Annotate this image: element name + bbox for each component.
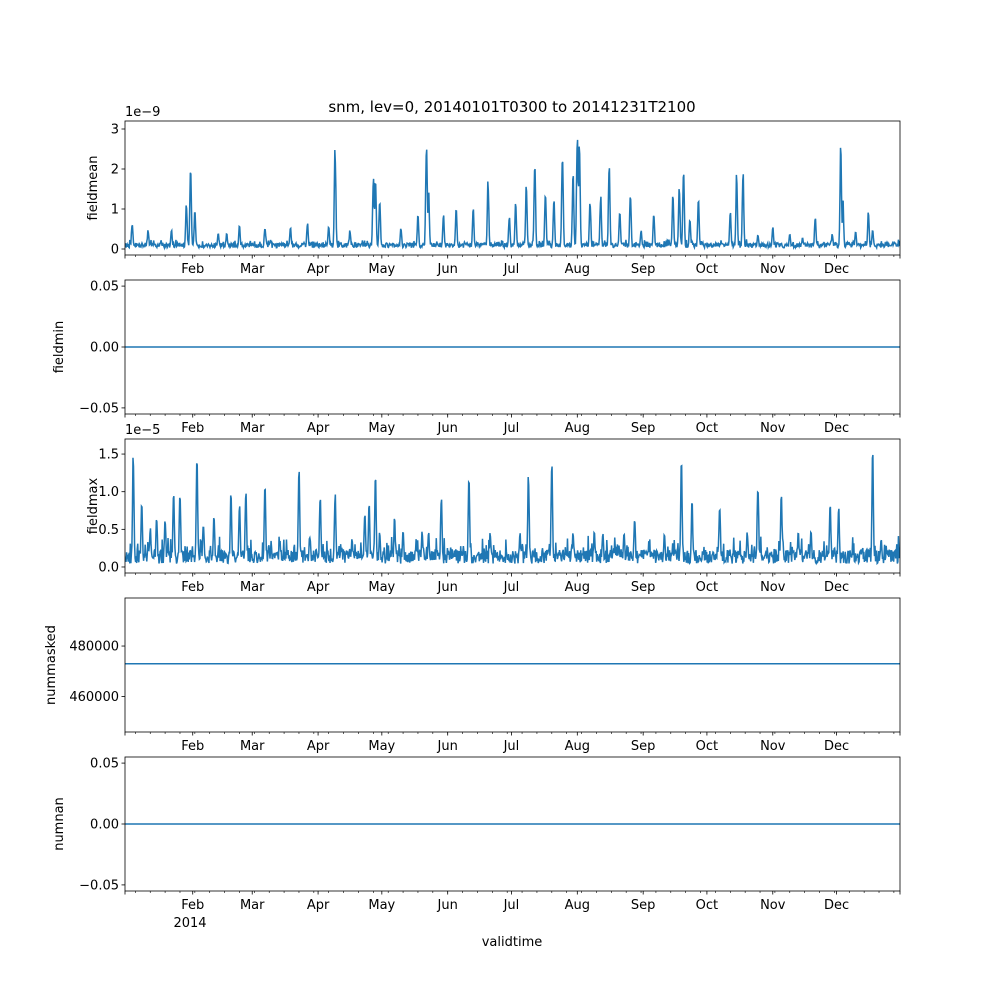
x-tick-label: Aug xyxy=(565,739,590,754)
x-tick-label: Feb xyxy=(181,262,204,277)
x-tick-label: Feb xyxy=(181,739,204,754)
y-tick-label: 0.0 xyxy=(98,560,119,575)
x-tick-label: Apr xyxy=(307,580,330,595)
x-tick-label: Apr xyxy=(307,421,330,436)
series-line-fieldmean xyxy=(125,139,900,251)
panel-fieldmean: 0 1 2 3 fieldmean 1e−9 Feb Mar Apr May Jun Jul Aug Se… xyxy=(86,105,901,277)
year-label: 2014 xyxy=(173,916,206,931)
x-tick-label: Jul xyxy=(503,262,520,277)
x-tick-label: Mar xyxy=(240,421,265,436)
x-tick-label: Nov xyxy=(760,262,786,277)
x-tick-label: May xyxy=(368,739,395,754)
panel-fieldmax: 0.0 0.5 1.0 1.5 fieldmax 1e−5 Feb Mar Apr May Jun J… xyxy=(86,423,901,595)
x-tick-label: Aug xyxy=(565,898,590,913)
x-tick-label: Jul xyxy=(503,421,520,436)
y-tick-label: 480000 xyxy=(69,640,119,655)
x-tick-label: Nov xyxy=(760,580,786,595)
series-line-fieldmax xyxy=(125,454,900,566)
x-tick-label: Sep xyxy=(631,262,656,277)
y-tick-label: 3 xyxy=(111,123,119,138)
y-tick-label: 0.00 xyxy=(90,818,119,833)
y-tick-label: −0.05 xyxy=(79,878,119,893)
x-tick-label: Jul xyxy=(503,898,520,913)
axes-frame-nummasked xyxy=(124,597,901,733)
axes-frame-fieldmean xyxy=(124,120,901,256)
panel-fieldmin: −0.05 0.00 0.05 fieldmin Feb Mar Apr May Jun Jul A… xyxy=(52,280,901,436)
x-tick-label: Oct xyxy=(696,898,718,913)
y-axis-label: numnan xyxy=(52,797,67,851)
axes-frame-fieldmax xyxy=(124,438,901,574)
y-axis-label: fieldmin xyxy=(52,321,67,374)
y-tick-label: 0.05 xyxy=(90,757,119,772)
x-tick-label: Jun xyxy=(437,898,458,913)
subplots: 0 1 2 3 fieldmean 1e−9 Feb Mar Apr May Jun Jul Aug Se… xyxy=(44,105,901,913)
x-tick-label: Jun xyxy=(437,262,458,277)
offset-text: 1e−5 xyxy=(125,423,160,438)
x-tick-label: Feb xyxy=(181,898,204,913)
x-tick-label: Apr xyxy=(307,262,330,277)
x-tick-label: Mar xyxy=(240,580,265,595)
x-tick-label: Jul xyxy=(503,739,520,754)
x-tick-label: Dec xyxy=(824,421,849,436)
x-tick-label: Feb xyxy=(181,421,204,436)
x-tick-label: Dec xyxy=(824,580,849,595)
panel-numnan: −0.05 0.00 0.05 numnan Feb Mar Apr May Jun Jul Aug… xyxy=(52,757,901,913)
x-tick-label: Nov xyxy=(760,421,786,436)
x-tick-label: Apr xyxy=(307,898,330,913)
y-tick-label: 0.05 xyxy=(90,280,119,295)
x-tick-label: Apr xyxy=(307,739,330,754)
x-tick-label: Mar xyxy=(240,262,265,277)
x-tick-label: Jun xyxy=(437,421,458,436)
y-tick-label: 2 xyxy=(111,163,119,178)
x-tick-label: Nov xyxy=(760,898,786,913)
x-tick-label: Aug xyxy=(565,262,590,277)
x-tick-label: Sep xyxy=(631,739,656,754)
x-tick-label: Jun xyxy=(437,580,458,595)
x-tick-label: Sep xyxy=(631,580,656,595)
x-tick-label: Oct xyxy=(696,421,718,436)
figure-title: snm, lev=0, 20140101T0300 to 20141231T21… xyxy=(328,98,695,116)
offset-text: 1e−9 xyxy=(125,105,160,120)
x-tick-label: May xyxy=(368,421,395,436)
y-tick-label: 1 xyxy=(111,203,119,218)
panel-nummasked: 460000 480000 nummasked Feb Mar Apr May Jun Jul A… xyxy=(44,597,901,754)
x-tick-label: Mar xyxy=(240,739,265,754)
x-tick-label: Dec xyxy=(824,898,849,913)
y-tick-label: 460000 xyxy=(69,690,119,705)
x-tick-label: May xyxy=(368,580,395,595)
y-tick-label: 0.5 xyxy=(98,523,119,538)
x-tick-label: Dec xyxy=(824,739,849,754)
x-axis-label: validtime xyxy=(482,935,543,950)
x-tick-label: Oct xyxy=(696,262,718,277)
y-tick-label: 1.0 xyxy=(98,485,119,500)
y-tick-label: −0.05 xyxy=(79,401,119,416)
y-axis-label: fieldmean xyxy=(86,156,101,221)
y-tick-label: 1.5 xyxy=(98,448,119,463)
x-tick-label: Sep xyxy=(631,898,656,913)
x-tick-label: Mar xyxy=(240,898,265,913)
x-tick-label: Oct xyxy=(696,580,718,595)
x-tick-label: Aug xyxy=(565,421,590,436)
x-tick-label: Nov xyxy=(760,739,786,754)
x-tick-label: Feb xyxy=(181,580,204,595)
y-axis-label: fieldmax xyxy=(86,478,101,535)
x-tick-label: Dec xyxy=(824,262,849,277)
x-tick-label: May xyxy=(368,262,395,277)
y-axis-label: nummasked xyxy=(44,625,59,705)
x-tick-label: Jun xyxy=(437,739,458,754)
y-tick-label: 0.00 xyxy=(90,341,119,356)
x-tick-label: Aug xyxy=(565,580,590,595)
x-tick-label: May xyxy=(368,898,395,913)
x-tick-label: Oct xyxy=(696,739,718,754)
x-tick-label: Jul xyxy=(503,580,520,595)
x-tick-label: Sep xyxy=(631,421,656,436)
y-tick-label: 0 xyxy=(111,243,119,258)
